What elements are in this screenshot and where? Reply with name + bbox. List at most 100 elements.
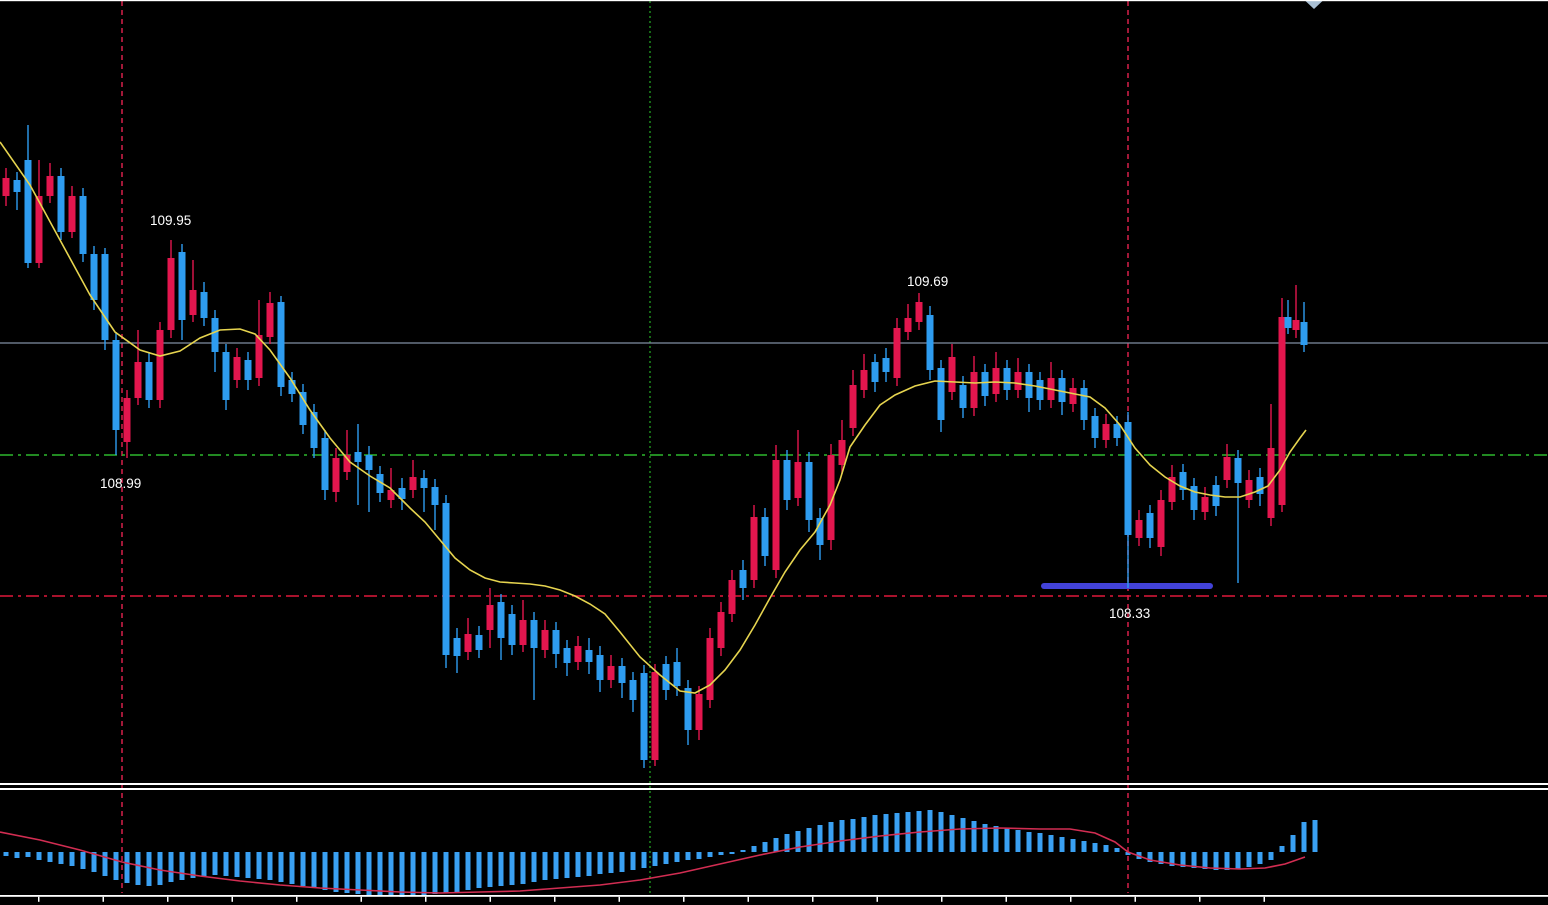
- price-label: 108.99: [100, 476, 141, 491]
- candle-body: [486, 605, 494, 630]
- time-axis-tick: [683, 896, 685, 902]
- candle-body: [1014, 372, 1022, 390]
- macd-histogram-bar: [696, 852, 702, 859]
- macd-histogram-bar: [91, 852, 97, 872]
- time-axis-tick: [231, 896, 233, 902]
- macd-histogram-bar: [1125, 852, 1131, 855]
- candle-body: [222, 352, 230, 400]
- candle-body: [24, 160, 32, 263]
- candle-body: [277, 302, 285, 387]
- candle-body: [233, 357, 241, 380]
- candle-body: [321, 438, 329, 490]
- macd-histogram-bar: [553, 852, 559, 879]
- macd-histogram-bar: [1114, 848, 1120, 852]
- macd-histogram-bar: [333, 852, 339, 892]
- candle-body: [1190, 486, 1198, 510]
- candle-body: [409, 477, 417, 490]
- candle-body: [1179, 472, 1187, 490]
- macd-histogram-bar: [234, 852, 240, 877]
- macd-histogram-bar: [80, 852, 86, 869]
- macd-histogram-bar: [124, 852, 130, 883]
- macd-histogram-bar: [784, 834, 790, 852]
- candle-body: [1058, 378, 1066, 402]
- candle-body: [255, 335, 263, 378]
- candle-body: [1135, 520, 1143, 538]
- macd-histogram-bar: [1224, 852, 1230, 870]
- macd-histogram-bar: [1092, 843, 1098, 852]
- candle-body: [1113, 424, 1121, 438]
- macd-histogram-bar: [652, 852, 658, 866]
- time-axis-tick: [1263, 896, 1265, 902]
- macd-histogram-bar: [1169, 852, 1175, 866]
- macd-histogram-bar: [938, 812, 944, 852]
- time-axis-tick: [618, 896, 620, 902]
- candle-body: [563, 648, 571, 663]
- candle-body: [376, 474, 384, 493]
- macd-histogram-bar: [729, 852, 735, 854]
- macd-histogram-bar: [322, 852, 328, 890]
- macd-histogram-bar: [377, 852, 383, 896]
- candle-body: [1223, 457, 1231, 480]
- candle-body: [992, 368, 1000, 394]
- macd-histogram-bar: [531, 852, 537, 882]
- candle-body: [35, 196, 43, 263]
- candle-body: [464, 634, 472, 652]
- macd-histogram-bar: [388, 852, 394, 896]
- candle-body: [662, 664, 670, 690]
- candle-body: [178, 252, 186, 320]
- candle-body: [651, 672, 659, 760]
- candle-body: [739, 570, 747, 588]
- macd-histogram-bar: [520, 852, 526, 884]
- candle-body: [343, 455, 351, 472]
- macd-histogram-bar: [355, 852, 361, 894]
- candle-body: [1256, 477, 1264, 494]
- candle-body: [167, 258, 175, 330]
- macd-histogram-bar: [663, 852, 669, 864]
- candle-body: [13, 180, 21, 192]
- candle-body: [1292, 320, 1300, 330]
- macd-histogram-bar: [641, 852, 647, 868]
- panel-separator-line[interactable]: [0, 788, 1548, 790]
- candle-body: [1284, 317, 1292, 328]
- candle-body: [882, 358, 890, 372]
- macd-histogram-bar: [1257, 852, 1263, 864]
- candle-body: [156, 330, 164, 400]
- candle-body: [442, 503, 450, 655]
- candle-body: [574, 646, 582, 662]
- macd-histogram-bar: [69, 852, 75, 866]
- candle-body: [1080, 388, 1088, 420]
- macd-histogram-bar: [278, 852, 284, 882]
- macd-histogram-bar: [1312, 820, 1318, 852]
- candle-body: [1036, 380, 1044, 400]
- macd-histogram-bar: [432, 852, 438, 894]
- time-axis-tick: [554, 896, 556, 902]
- panel-separator-line[interactable]: [0, 783, 1548, 785]
- macd-histogram-bar: [619, 852, 625, 872]
- macd-histogram-bar: [1246, 852, 1252, 867]
- candle-body: [673, 662, 681, 686]
- time-axis-tick: [167, 896, 169, 902]
- macd-histogram-bar: [201, 852, 207, 876]
- macd-histogram-bar: [872, 815, 878, 852]
- signal-line: [0, 827, 1306, 894]
- macd-histogram-bar: [905, 812, 911, 852]
- macd-histogram-bar: [674, 852, 680, 862]
- macd-histogram-bar: [817, 825, 823, 852]
- macd-histogram-bar: [25, 852, 31, 857]
- candle-body: [816, 518, 824, 545]
- candle-body: [783, 460, 791, 500]
- candle-body: [1278, 317, 1286, 505]
- candle-body: [288, 380, 296, 394]
- time-axis-tick: [38, 896, 40, 902]
- chart-shift-marker-icon[interactable]: [1305, 1, 1323, 9]
- candle-body: [541, 630, 549, 650]
- candle-body: [1234, 458, 1242, 483]
- candle-body: [706, 638, 714, 700]
- macd-histogram-bar: [47, 852, 53, 862]
- macd-histogram-bar: [773, 838, 779, 852]
- time-axis-line[interactable]: [0, 895, 1548, 897]
- candle-body: [970, 372, 978, 408]
- candle-body: [508, 614, 516, 645]
- macd-histogram-bar: [498, 852, 504, 886]
